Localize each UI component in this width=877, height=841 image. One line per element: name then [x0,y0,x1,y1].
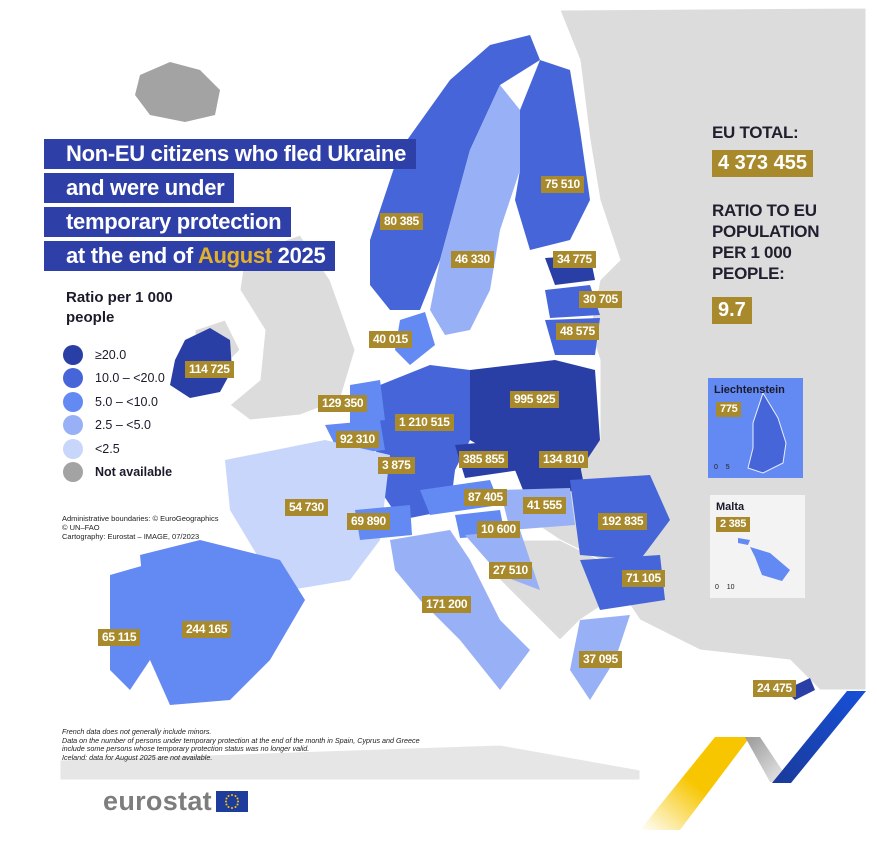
swatch-icon [63,391,83,412]
scale-bar: 0 10 [715,584,735,591]
footnote: Data on the number of persons under temp… [62,735,420,745]
label-finland: 75 510 [541,176,584,193]
label-germany: 1 210 515 [395,414,454,431]
germany-shape [375,365,470,520]
eurostat-logo: eurostat [103,786,248,817]
credits-line: © UN–FAO [62,523,100,532]
legend-title-line-1: Ratio per 1 000 [66,289,173,306]
malta-shape [738,538,790,581]
finland-shape [515,60,590,250]
label-sweden: 46 330 [451,251,494,268]
label-croatia: 27 510 [489,562,532,579]
label-luxembourg: 3 875 [378,457,415,474]
swatch-icon [63,415,83,436]
label-netherlands: 129 350 [318,395,368,412]
label-denmark: 40 015 [369,331,412,348]
footnote: Iceland: data for August 2025 are not av… [62,753,213,763]
title-line-1: Non-EU citizens who fled Ukraine [44,139,417,169]
title-line-2: and were under [44,173,235,203]
legend-title-line-2: people [66,309,115,326]
label-latvia: 30 705 [579,291,622,308]
netherlands-shape [350,380,385,425]
footnote: include some persons whose temporary pro… [62,744,310,754]
eu-total-value: 4 373 455 [712,150,813,177]
label-malta: 2 385 [716,517,751,532]
legend-item: 5.0 – <10.0 [63,390,172,414]
title-line-3: temporary protection [44,207,292,237]
label-france: 54 730 [285,499,328,516]
ratio-label-line: PER 1 000 [712,243,792,262]
ratio-label-line: PEOPLE: [712,264,785,283]
label-cyprus: 24 475 [753,680,796,697]
title-month: August [197,243,272,268]
label-romania: 192 835 [598,513,648,530]
inset-malta: Malta 2 385 0 10 [710,495,805,598]
legend-item: 10.0 – <20.0 [63,367,172,391]
iceland [135,62,220,122]
footnotes: French data does not generally include m… [62,727,482,763]
portugal-shape [110,565,150,690]
slovakia-shape [515,465,585,495]
ratio-label: RATIO TO EU POPULATION PER 1 000 PEOPLE: [712,200,819,284]
legend-label: 5.0 – <10.0 [95,394,158,409]
legend-label: <2.5 [95,441,120,456]
label-poland: 995 925 [510,391,560,408]
label-greece: 37 095 [579,651,622,668]
label-italy: 171 200 [422,596,472,613]
norway-shape [370,35,540,310]
inset-liechtenstein: Liechtenstein 775 0 5 [708,378,803,478]
liechtenstein-shape [747,391,787,474]
inset-title: Malta [716,501,745,513]
label-ireland: 114 725 [185,361,234,378]
legend-title: Ratio per 1 000 people [66,288,173,328]
label-bulgaria: 71 105 [622,570,665,587]
legend-label: 2.5 – <5.0 [95,418,151,433]
credits-line: Cartography: Eurostat – IMAGE, 07/2023 [62,532,200,541]
eu-flag-icon [215,791,248,812]
title-line-4: at the end of August 2025 [44,241,336,271]
legend-label: 10.0 – <20.0 [95,371,165,386]
sweden-shape [430,85,520,335]
label-slovakia: 134 810 [539,451,589,468]
label-austria: 87 405 [464,489,507,506]
credits-line: Administrative boundaries: © EuroGeograp… [62,514,219,523]
title-year: 2025 [271,243,326,268]
footnote: French data does not generally include m… [62,727,212,736]
label-liechtenstein: 775 [716,402,742,417]
ratio-label-line: RATIO TO EU [712,201,817,220]
logo-text: eurostat [103,786,212,816]
label-switzerland: 69 890 [347,513,390,530]
swatch-icon [63,438,83,459]
denmark-shape [395,312,435,365]
ratio-label-line: POPULATION [712,222,820,241]
label-belgium: 92 310 [336,431,379,448]
ratio-value: 9.7 [712,297,752,324]
legend-item: ≥20.0 [63,343,172,367]
title-prefix: at the end of [66,243,198,268]
label-portugal: 65 115 [98,629,141,646]
inset-title: Liechtenstein [714,384,785,396]
swatch-icon [63,462,83,483]
swatch-icon [63,368,83,389]
label-hungary: 41 555 [523,497,566,514]
label-czechia: 385 855 [459,451,509,468]
label-slovenia: 10 600 [477,521,520,538]
legend: ≥20.0 10.0 – <20.0 5.0 – <10.0 2.5 – <5.… [63,343,172,484]
swatch-icon [63,344,83,365]
legend-item: <2.5 [63,437,172,461]
legend-label: Not available [95,465,173,480]
credits: Administrative boundaries: © EuroGeograp… [62,514,218,541]
label-lithuania: 48 575 [556,323,599,340]
scale-bar: 0 5 [714,464,730,471]
austria-shape [420,480,500,515]
label-norway: 80 385 [380,213,423,230]
label-estonia: 34 775 [553,251,596,268]
legend-item: Not available [63,461,172,485]
legend-item: 2.5 – <5.0 [63,414,172,438]
legend-label: ≥20.0 [95,347,127,362]
eu-total-label: EU TOTAL: [712,123,799,142]
ribbon-decoration [640,691,866,830]
label-spain: 244 165 [182,621,232,638]
